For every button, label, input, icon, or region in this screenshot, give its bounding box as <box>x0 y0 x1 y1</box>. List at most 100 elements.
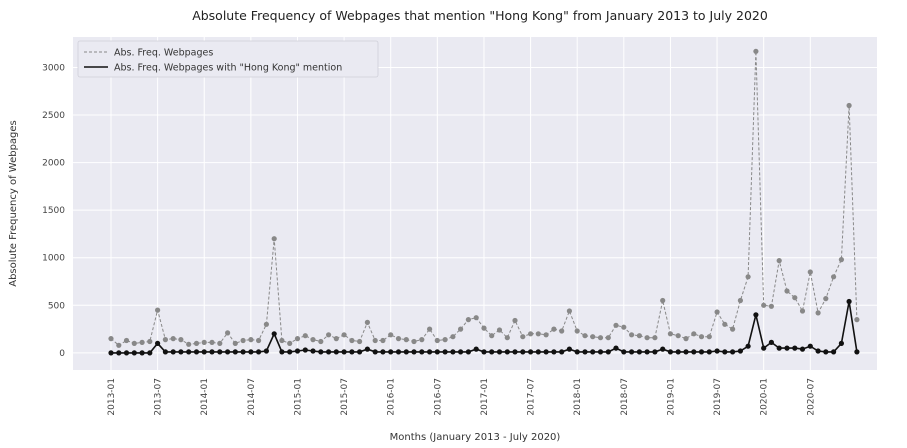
data-point <box>543 332 549 338</box>
data-point <box>147 350 153 356</box>
legend-box <box>77 40 379 78</box>
data-point <box>357 338 363 345</box>
x-tick-label: 2020-01 <box>760 378 770 416</box>
data-point <box>209 349 215 355</box>
data-point <box>147 338 153 345</box>
data-point <box>155 307 161 313</box>
data-point <box>201 339 207 345</box>
data-point <box>364 319 370 325</box>
data-point <box>566 308 573 314</box>
data-point <box>691 331 697 337</box>
data-point <box>178 349 184 355</box>
data-point <box>496 349 503 355</box>
data-point <box>807 269 813 275</box>
data-point <box>388 349 394 355</box>
data-point <box>714 309 720 315</box>
x-tick-label: 2018-07 <box>620 378 630 416</box>
x-tick-label: 2019-07 <box>713 378 723 416</box>
series-layer <box>108 48 860 356</box>
data-point <box>458 326 464 332</box>
plot-background <box>73 37 877 370</box>
data-point <box>326 349 332 355</box>
data-point <box>248 349 254 355</box>
data-point <box>434 337 440 344</box>
legend-label: Abs. Freq. Webpages <box>114 48 213 59</box>
data-point <box>240 349 246 355</box>
y-tick-label: 1500 <box>42 206 65 216</box>
data-point <box>232 349 238 355</box>
data-point <box>341 349 347 355</box>
data-point <box>209 339 215 345</box>
data-point <box>310 348 316 354</box>
data-point <box>761 345 767 351</box>
data-point <box>364 346 370 352</box>
data-point <box>380 337 386 344</box>
data-point <box>706 349 712 355</box>
grid-lines <box>73 37 877 370</box>
data-point <box>660 297 666 304</box>
data-point <box>730 349 736 355</box>
data-point <box>597 349 604 355</box>
data-point <box>753 48 759 54</box>
data-point <box>225 349 231 355</box>
y-tick-label: 0 <box>59 349 65 359</box>
data-point <box>294 336 301 342</box>
data-point <box>823 349 829 355</box>
data-point <box>225 330 231 336</box>
data-point <box>776 258 782 264</box>
data-point <box>427 349 433 355</box>
data-point <box>271 331 277 337</box>
data-point <box>357 349 363 355</box>
data-point <box>846 102 852 109</box>
data-point <box>372 349 378 355</box>
data-point <box>823 296 829 302</box>
x-tick-label: 2016-07 <box>433 378 443 416</box>
data-point <box>271 236 277 242</box>
data-point <box>131 340 137 346</box>
data-point <box>248 337 254 343</box>
data-point <box>465 349 471 355</box>
data-point <box>287 349 293 355</box>
x-tick-label: 2019-01 <box>666 378 676 416</box>
data-point <box>520 334 526 340</box>
data-point <box>333 336 339 342</box>
data-point <box>178 337 184 343</box>
data-point <box>170 336 176 342</box>
data-point <box>551 326 557 332</box>
data-point <box>318 349 324 355</box>
data-point <box>186 349 192 355</box>
data-point <box>116 350 122 356</box>
data-point <box>139 350 145 356</box>
data-point <box>302 347 308 353</box>
data-point <box>489 349 495 355</box>
y-tick-label: 1000 <box>42 254 65 264</box>
data-point <box>582 333 588 339</box>
data-point <box>520 349 526 355</box>
data-point <box>792 295 798 301</box>
x-tick-label: 2020-07 <box>806 378 816 416</box>
data-point <box>831 349 837 355</box>
data-point <box>551 349 557 355</box>
data-point <box>123 337 130 344</box>
x-tick-label: 2014-01 <box>200 378 210 416</box>
data-point <box>815 348 821 354</box>
data-point <box>326 332 332 338</box>
data-point <box>799 308 806 314</box>
data-point <box>714 348 720 354</box>
data-point <box>108 336 114 342</box>
data-point <box>380 349 386 355</box>
series-2 <box>108 298 860 356</box>
y-axis-label: Absolute Frequency of Webpages <box>8 120 19 287</box>
data-point <box>186 341 192 347</box>
data-point <box>217 349 223 355</box>
y-tick-label: 3000 <box>42 63 65 73</box>
data-point <box>240 337 246 344</box>
data-point <box>442 337 448 343</box>
data-point <box>636 349 643 355</box>
data-point <box>512 349 518 355</box>
data-point <box>123 350 130 356</box>
data-point <box>768 339 775 345</box>
x-axis-ticks: 2013-01 2013-07 2014-01 2014-07 2015-01 2015-… <box>107 378 816 416</box>
data-point <box>496 327 503 333</box>
